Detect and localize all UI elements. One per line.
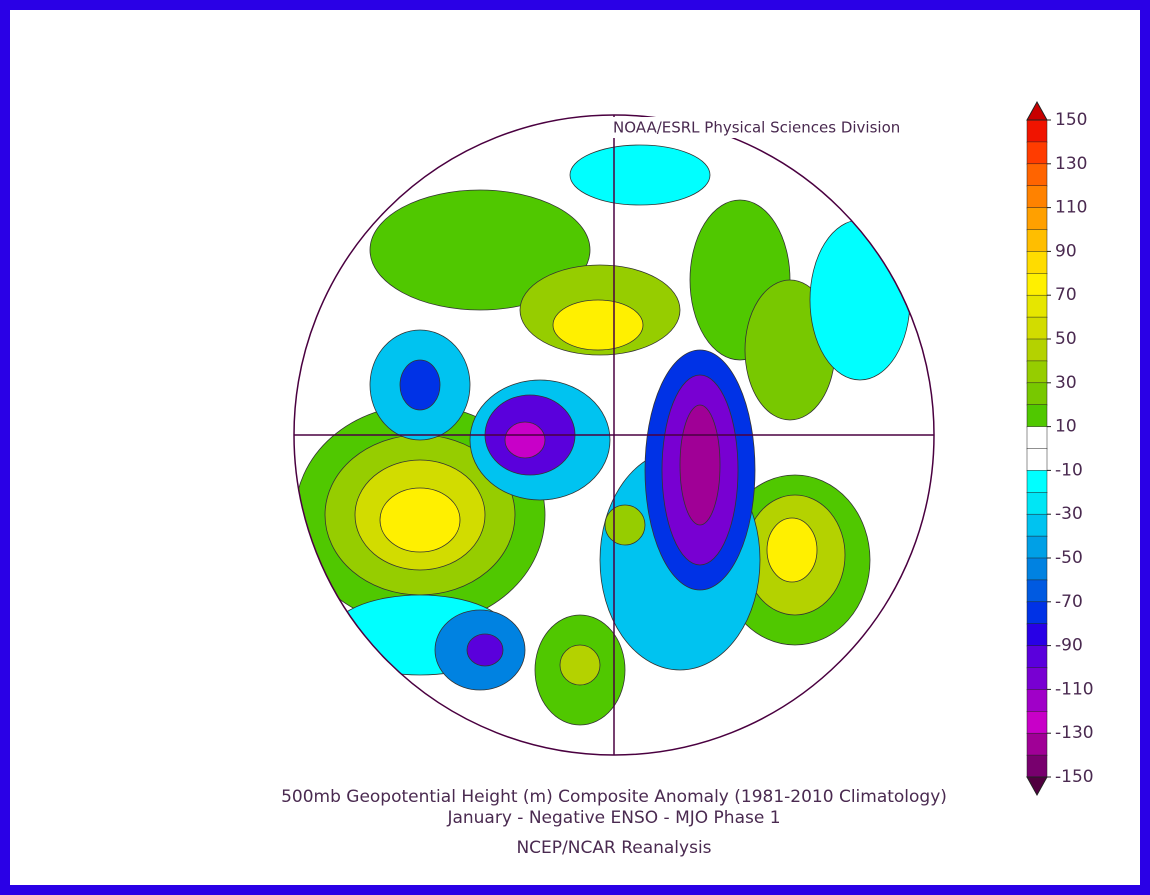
- colorbar-swatch: [1026, 207, 1048, 231]
- colorbar-swatch: [1026, 689, 1048, 713]
- colorbar-swatch: [1026, 645, 1048, 669]
- colorbar-swatch: [1026, 492, 1048, 515]
- colorbar-label: 110: [1055, 198, 1087, 218]
- colorbar-swatch: [1026, 360, 1048, 384]
- globe-outline: [293, 114, 935, 756]
- colorbar-swatch: [1026, 338, 1048, 362]
- colorbar-swatch: [1026, 251, 1048, 275]
- colorbar-swatch: [1026, 667, 1048, 691]
- subtitle: January - Negative ENSO - MJO Phase 1: [446, 808, 780, 828]
- colorbar-swatch: [1026, 448, 1048, 472]
- colorbar-label: 70: [1055, 285, 1077, 305]
- colorbar-swatch: [1026, 404, 1048, 428]
- colorbar-label: -70: [1055, 592, 1083, 612]
- colorbar-label: 30: [1055, 373, 1077, 393]
- colorbar-swatch: [1026, 229, 1048, 253]
- colorbar-label: -130: [1055, 723, 1094, 743]
- colorbar-label: -150: [1055, 767, 1094, 787]
- colorbar-swatch: [1026, 273, 1048, 296]
- credit: NOAA/ESRL Physical Sciences Division: [613, 119, 900, 137]
- colorbar-swatch: [1026, 513, 1048, 537]
- colorbar-over: [1026, 100, 1048, 121]
- colorbar-label: 150: [1055, 110, 1087, 130]
- colorbar-label: -110: [1055, 679, 1094, 699]
- colorbar-under: [1026, 776, 1048, 797]
- colorbar-label: -90: [1055, 636, 1083, 656]
- colorbar-swatch: [1026, 470, 1048, 494]
- colorbar-swatch: [1026, 623, 1048, 647]
- colorbar-swatch: [1026, 579, 1048, 603]
- colorbar-label: 50: [1055, 329, 1077, 349]
- colorbar-swatch: [1026, 754, 1048, 778]
- colorbar-swatch: [1026, 141, 1048, 165]
- colorbar: 150 130 110 90 70 50 30 10 -10 -30 -50 -70 -90 -110 -1…: [1026, 100, 1094, 797]
- colorbar-swatch: [1026, 557, 1048, 581]
- colorbar-swatch: [1026, 163, 1048, 187]
- credit-box: [597, 117, 935, 138]
- source: NCEP/NCAR Reanalysis: [516, 838, 711, 858]
- colorbar-swatch: [1026, 711, 1048, 734]
- colorbar-swatch: [1026, 382, 1048, 406]
- colorbar-label: 90: [1055, 241, 1077, 261]
- colorbar-swatch: [1026, 316, 1048, 340]
- title: 500mb Geopotential Height (m) Composite …: [281, 787, 947, 807]
- colorbar-swatch: [1026, 119, 1048, 143]
- colorbar-swatch: [1026, 294, 1048, 318]
- colorbar-swatch: [1026, 185, 1048, 209]
- colorbar-swatch: [1026, 601, 1048, 625]
- colorbar-label: -10: [1055, 460, 1083, 480]
- colorbar-label: -30: [1055, 504, 1083, 524]
- colorbar-swatch: [1026, 732, 1048, 756]
- colorbar-label: 130: [1055, 154, 1087, 174]
- colorbar-swatch: [1026, 426, 1048, 450]
- colorbar-label: -50: [1055, 548, 1083, 568]
- map: [294, 115, 934, 755]
- colorbar-label: 10: [1055, 417, 1077, 437]
- colorbar-swatch: [1026, 535, 1048, 559]
